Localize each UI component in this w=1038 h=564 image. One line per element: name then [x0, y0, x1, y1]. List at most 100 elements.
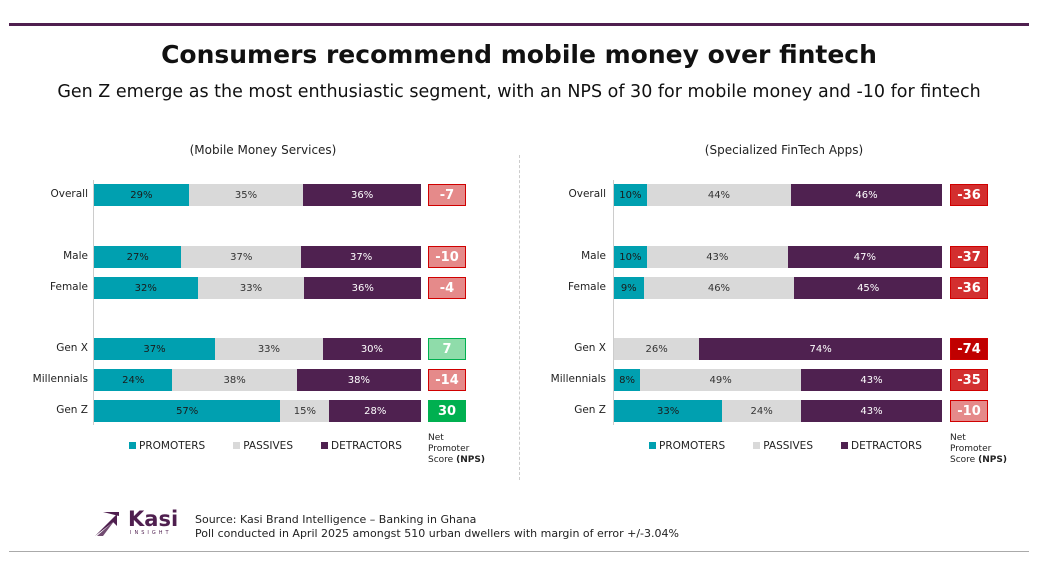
nps-note: Net Promoter Score (NPS): [428, 433, 485, 466]
legend-item-detractors: DETRACTORS: [841, 440, 922, 452]
page-subtitle: Gen Z emerge as the most enthusiastic se…: [57, 82, 981, 102]
nps-badge: 7: [428, 338, 466, 360]
legend-swatch: [753, 442, 761, 449]
bar-segment-passives: 33%: [214, 338, 323, 360]
chart-legend: PROMOTERS PASSIVES DETRACTORS: [129, 440, 402, 452]
nps-note-bold: (NPS): [978, 455, 1007, 465]
bar-segment-passives: 46%: [643, 277, 795, 299]
bar-segment-detractors: 36%: [304, 277, 421, 299]
row-label: Male: [581, 250, 606, 262]
chart-divider: [519, 155, 520, 480]
bar-segment-passives: 26%: [614, 338, 700, 360]
bar-segment-passives: 33%: [197, 277, 305, 299]
bar-segment-detractors: 37%: [301, 246, 421, 268]
legend-label: PASSIVES: [243, 440, 293, 452]
bar-segment-passives: 49%: [640, 369, 801, 391]
bar-segment-passives: 35%: [188, 184, 304, 206]
bar-segment-promoters: 37%: [94, 338, 215, 360]
nps-badge: -37: [950, 246, 988, 268]
row-label: Gen Z: [56, 404, 88, 416]
legend-label: DETRACTORS: [331, 440, 402, 452]
bar-segment-promoters: 10%: [614, 184, 647, 206]
top-rule: [9, 23, 1029, 26]
bar-segment-promoters: 24%: [94, 369, 173, 391]
bar-segment-detractors: 30%: [322, 338, 421, 360]
nps-badge: -7: [428, 184, 466, 206]
source-line-2: Poll conducted in April 2025 amongst 510…: [195, 527, 679, 540]
legend-label: PROMOTERS: [139, 440, 206, 452]
legend-swatch: [321, 442, 328, 449]
bar-segment-detractors: 38%: [296, 369, 421, 391]
nps-note: Net Promoter Score (NPS): [950, 433, 1007, 466]
row-label: Overall: [50, 188, 88, 200]
bar-segment-passives: 38%: [172, 369, 297, 391]
bar-segment-passives: 37%: [181, 246, 302, 268]
legend-swatch: [841, 442, 848, 449]
legend-item-promoters: PROMOTERS: [129, 440, 205, 452]
bar-segment-detractors: 43%: [800, 369, 942, 391]
bar-segment-promoters: 27%: [94, 246, 182, 268]
logo-name: Kasi: [128, 507, 179, 531]
row-label: Male: [63, 250, 88, 262]
bar-segment-promoters: 9%: [614, 277, 644, 299]
nps-note-1: Net: [428, 433, 444, 443]
row-label: Millennials: [32, 373, 88, 385]
bar-segment-detractors: 28%: [329, 400, 421, 422]
nps-badge: -10: [428, 246, 466, 268]
chart-title: (Specialized FinTech Apps): [704, 143, 864, 157]
nps-note-3: Score (NPS): [428, 455, 485, 466]
y-axis: [93, 180, 94, 425]
bar-segment-promoters: 10%: [614, 246, 647, 268]
bar-segment-detractors: 47%: [787, 246, 942, 268]
row-label: Gen X: [574, 342, 606, 354]
bar-segment-detractors: 74%: [699, 338, 942, 360]
bar-segment-detractors: 43%: [800, 400, 942, 422]
row-label: Female: [50, 281, 88, 293]
bar-segment-promoters: 33%: [614, 400, 723, 422]
nps-badge: 30: [428, 400, 466, 422]
nps-note-score: Score: [428, 455, 454, 465]
legend-swatch: [649, 442, 656, 449]
nps-note-1: Net: [950, 433, 966, 443]
bar-segment-promoters: 8%: [614, 369, 641, 391]
nps-badge: -4: [428, 277, 466, 299]
nps-badge: -74: [950, 338, 988, 360]
bar-segment-detractors: 46%: [791, 184, 942, 206]
legend-swatch: [129, 442, 136, 449]
chart-title: (Mobile Money Services): [189, 143, 337, 157]
row-label: Female: [568, 281, 606, 293]
nps-note-2: Promoter: [428, 444, 470, 454]
bar-segment-promoters: 32%: [94, 277, 198, 299]
nps-badge: -36: [950, 184, 988, 206]
legend-item-detractors: DETRACTORS: [321, 440, 402, 452]
bottom-rule: [9, 551, 1029, 552]
row-label: Gen Z: [574, 404, 606, 416]
nps-badge: -10: [950, 400, 988, 422]
bar-segment-detractors: 45%: [794, 277, 942, 299]
legend-item-promoters: PROMOTERS: [649, 440, 725, 452]
nps-badge: -35: [950, 369, 988, 391]
row-label: Millennials: [550, 373, 606, 385]
row-label: Gen X: [56, 342, 88, 354]
nps-note-score: Score: [950, 455, 976, 465]
legend-item-passives: PASSIVES: [233, 440, 293, 452]
legend-label: PROMOTERS: [659, 440, 726, 452]
nps-note-bold: (NPS): [456, 455, 485, 465]
bar-segment-detractors: 36%: [303, 184, 421, 206]
nps-note-2: Promoter: [950, 444, 992, 454]
nps-badge: -36: [950, 277, 988, 299]
bar-segment-promoters: 29%: [94, 184, 189, 206]
legend-swatch: [233, 442, 241, 449]
bar-segment-passives: 43%: [646, 246, 788, 268]
logo-sub: INSIGHT: [130, 530, 172, 536]
bar-segment-passives: 44%: [646, 184, 792, 206]
bar-segment-passives: 24%: [722, 400, 801, 422]
row-label: Overall: [568, 188, 606, 200]
kasi-logo-icon: [95, 512, 119, 536]
chart-legend: PROMOTERS PASSIVES DETRACTORS: [649, 440, 922, 452]
source-note: Source: Kasi Brand Intelligence – Bankin…: [195, 513, 679, 541]
page-title: Consumers recommend mobile money over fi…: [161, 40, 877, 69]
nps-note-3: Score (NPS): [950, 455, 1007, 466]
legend-label: PASSIVES: [763, 440, 813, 452]
nps-badge: -14: [428, 369, 466, 391]
